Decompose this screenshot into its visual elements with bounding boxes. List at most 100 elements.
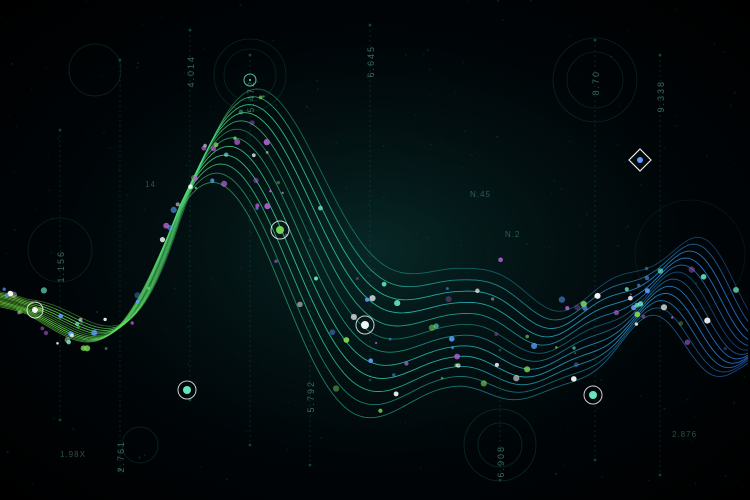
guide-tick bbox=[189, 29, 192, 32]
dust-dot bbox=[76, 96, 78, 98]
dust-dot bbox=[461, 167, 462, 168]
dust-dot bbox=[324, 366, 325, 367]
scatter-dot bbox=[11, 292, 17, 298]
dust-dot bbox=[129, 347, 131, 349]
dust-dot bbox=[550, 193, 552, 195]
dust-dot bbox=[555, 473, 557, 475]
scatter-dot bbox=[70, 333, 74, 337]
scatter-dot bbox=[131, 321, 134, 324]
marker-core bbox=[589, 391, 597, 399]
scatter-dot bbox=[277, 181, 280, 184]
dust-dot bbox=[725, 475, 727, 477]
scatter-dot bbox=[282, 192, 284, 194]
guide-tick bbox=[659, 54, 662, 57]
dust-dot bbox=[241, 448, 242, 449]
scatter-dot bbox=[344, 337, 350, 343]
scatter-dot bbox=[5, 293, 9, 297]
dust-dot bbox=[533, 211, 534, 212]
dust-dot bbox=[31, 88, 33, 90]
dust-dot bbox=[142, 24, 143, 25]
dust-dot bbox=[122, 220, 124, 222]
ambient-glow bbox=[0, 0, 750, 500]
dust-dot bbox=[229, 326, 230, 327]
dust-dot bbox=[694, 483, 696, 485]
scatter-dot bbox=[351, 314, 357, 320]
scatter-dot bbox=[382, 282, 387, 287]
marker-core bbox=[32, 307, 38, 313]
dust-dot bbox=[240, 267, 242, 269]
dust-dot bbox=[212, 278, 213, 279]
guide-tick bbox=[249, 54, 252, 57]
scatter-dot bbox=[195, 187, 197, 189]
dust-dot bbox=[674, 115, 675, 116]
guide-tick bbox=[119, 469, 122, 472]
scatter-dot bbox=[18, 310, 22, 314]
scatter-dot bbox=[456, 363, 461, 368]
scatter-dot bbox=[75, 322, 79, 326]
guide-tick bbox=[59, 419, 62, 422]
dust-dot bbox=[470, 154, 472, 156]
scatter-dot bbox=[394, 391, 399, 396]
scatter-dot bbox=[203, 144, 207, 148]
scatter-dot bbox=[495, 363, 499, 367]
dust-dot bbox=[368, 204, 370, 206]
scatter-dot bbox=[389, 338, 392, 341]
dust-dot bbox=[137, 62, 139, 64]
dust-dot bbox=[262, 361, 264, 363]
dust-dot bbox=[747, 158, 748, 159]
dust-dot bbox=[256, 81, 258, 83]
scatter-dot bbox=[378, 409, 382, 413]
dust-dot bbox=[502, 19, 504, 21]
guide-tick bbox=[369, 379, 372, 382]
guide-tick bbox=[309, 464, 312, 467]
dust-dot bbox=[373, 268, 375, 270]
dust-dot bbox=[687, 399, 689, 401]
scatter-dot bbox=[572, 346, 575, 349]
dust-dot bbox=[106, 37, 108, 39]
guide-tick bbox=[499, 479, 502, 482]
dust-dot bbox=[118, 168, 120, 170]
guide-tick bbox=[369, 24, 372, 27]
dust-dot bbox=[14, 229, 16, 231]
dust-dot bbox=[245, 431, 247, 433]
scatter-dot bbox=[16, 308, 18, 310]
scatter-dot bbox=[171, 207, 177, 213]
scatter-dot bbox=[77, 326, 80, 329]
dust-dot bbox=[420, 468, 421, 469]
scatter-dot bbox=[582, 306, 587, 311]
dust-dot bbox=[183, 72, 185, 74]
dust-dot bbox=[6, 253, 7, 254]
scatter-dot bbox=[475, 289, 480, 294]
dust-dot bbox=[640, 396, 642, 398]
scatter-dot bbox=[689, 266, 695, 272]
dust-dot bbox=[429, 148, 430, 149]
dust-dot bbox=[171, 331, 172, 332]
dust-dot bbox=[528, 299, 529, 300]
dust-dot bbox=[706, 155, 707, 156]
dust-dot bbox=[548, 247, 550, 249]
dust-dot bbox=[554, 180, 555, 181]
scatter-dot bbox=[704, 318, 710, 324]
dust-dot bbox=[336, 142, 338, 144]
dust-dot bbox=[255, 381, 256, 382]
marker-core bbox=[276, 226, 284, 234]
dust-dot bbox=[204, 48, 205, 49]
dust-dot bbox=[166, 8, 168, 10]
dust-dot bbox=[121, 472, 122, 473]
dust-dot bbox=[167, 329, 169, 331]
dust-dot bbox=[478, 361, 479, 362]
scatter-dot bbox=[614, 310, 619, 315]
scatter-dot bbox=[37, 307, 43, 313]
scatter-dot bbox=[365, 298, 369, 302]
dust-dot bbox=[714, 43, 716, 45]
dust-dot bbox=[598, 54, 599, 55]
dust-dot bbox=[50, 252, 52, 254]
dust-dot bbox=[421, 360, 423, 362]
scatter-dot bbox=[66, 340, 71, 345]
dust-dot bbox=[186, 165, 188, 167]
dust-dot bbox=[600, 379, 602, 381]
dust-dot bbox=[136, 67, 138, 69]
dust-dot bbox=[567, 141, 569, 143]
dust-dot bbox=[85, 133, 86, 134]
scatter-dot bbox=[524, 366, 530, 372]
